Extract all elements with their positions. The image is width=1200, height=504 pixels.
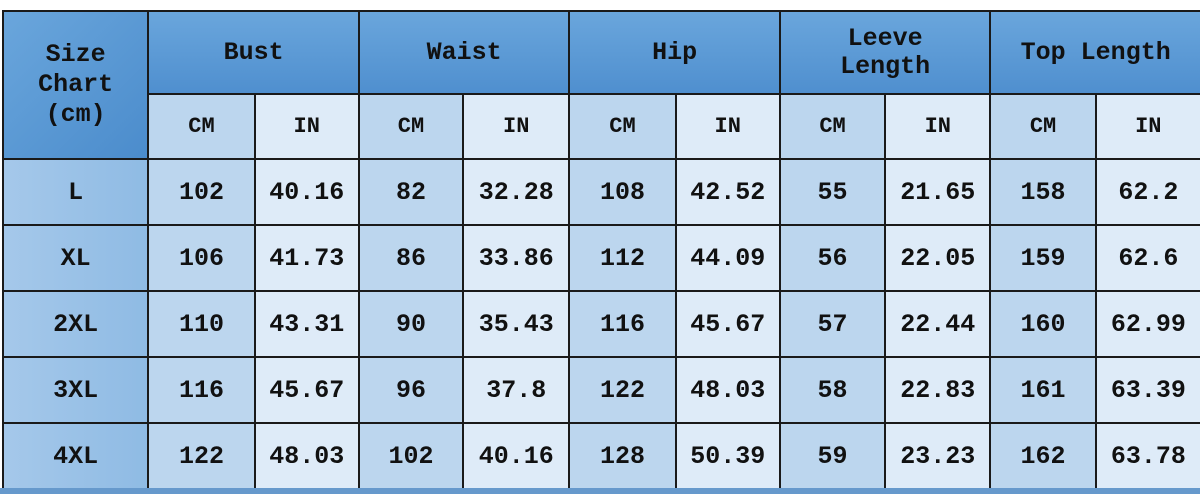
value-cell: 62.99 xyxy=(1094,290,1200,358)
size-cell: L xyxy=(1,158,150,226)
group-header-hip: Hip xyxy=(568,10,781,95)
value-cell: 50.39 xyxy=(674,422,781,490)
value-cell: 102 xyxy=(147,158,256,226)
value-cell: 56 xyxy=(778,224,887,292)
group-header-top-length: Top Length xyxy=(989,10,1200,95)
unit-header-row: CM IN CM IN CM IN CM IN CM IN xyxy=(3,93,1200,160)
value-cell: 40.16 xyxy=(462,422,571,490)
size-chart-table: Size Chart (cm) Bust Waist Hip Leeve Len… xyxy=(1,10,1200,490)
group-header-bust: Bust xyxy=(147,10,360,95)
value-cell: 161 xyxy=(989,356,1097,424)
table-row: XL 106 41.73 86 33.86 112 44.09 56 22.05 159 62.6 xyxy=(1,224,1200,292)
value-cell: 96 xyxy=(357,356,465,424)
value-cell: 22.83 xyxy=(884,356,992,424)
value-cell: 110 xyxy=(147,290,256,358)
value-cell: 23.23 xyxy=(884,422,992,490)
value-cell: 45.67 xyxy=(674,290,781,358)
unit-header-cm: CM xyxy=(568,93,677,160)
value-cell: 42.52 xyxy=(674,158,781,226)
unit-header-in: IN xyxy=(884,93,992,160)
value-cell: 122 xyxy=(568,356,677,424)
value-cell: 55 xyxy=(778,158,887,226)
value-cell: 58 xyxy=(778,356,887,424)
value-cell: 82 xyxy=(357,158,465,226)
value-cell: 40.16 xyxy=(253,158,360,226)
value-cell: 57 xyxy=(778,290,887,358)
value-cell: 128 xyxy=(568,422,677,490)
value-cell: 48.03 xyxy=(674,356,781,424)
unit-header-cm: CM xyxy=(778,93,887,160)
size-chart-corner-label: Size Chart (cm) xyxy=(1,10,150,160)
group-header-sleeve-length: Leeve Length xyxy=(778,10,992,95)
value-cell: 62.6 xyxy=(1094,224,1200,292)
value-cell: 116 xyxy=(147,356,256,424)
table-row: 4XL 122 48.03 102 40.16 128 50.39 59 23.23 162 63.… xyxy=(1,422,1200,490)
value-cell: 122 xyxy=(147,422,256,490)
value-cell: 44.09 xyxy=(674,224,781,292)
corner-line: (cm) xyxy=(45,100,106,129)
unit-header-cm: CM xyxy=(147,93,256,160)
table-body: L 102 40.16 82 32.28 108 42.52 55 21.65 158 62.2 XL… xyxy=(1,158,1200,490)
value-cell: 37.8 xyxy=(462,356,571,424)
value-cell: 48.03 xyxy=(253,422,360,490)
unit-header-in: IN xyxy=(253,93,360,160)
corner-line: Size xyxy=(45,40,106,69)
value-cell: 41.73 xyxy=(253,224,360,292)
value-cell: 33.86 xyxy=(462,224,571,292)
value-cell: 102 xyxy=(357,422,465,490)
value-cell: 106 xyxy=(147,224,256,292)
value-cell: 116 xyxy=(568,290,677,358)
table-row: 2XL 110 43.31 90 35.43 116 45.67 57 22.44 160 62.9… xyxy=(1,290,1200,358)
value-cell: 45.67 xyxy=(253,356,360,424)
unit-header-in: IN xyxy=(674,93,781,160)
value-cell: 32.28 xyxy=(462,158,571,226)
value-cell: 21.65 xyxy=(884,158,992,226)
value-cell: 35.43 xyxy=(462,290,571,358)
bottom-bar xyxy=(0,488,1200,494)
value-cell: 108 xyxy=(568,158,677,226)
group-header-row: Size Chart (cm) Bust Waist Hip Leeve Len… xyxy=(1,10,1200,160)
value-cell: 62.2 xyxy=(1094,158,1200,226)
value-cell: 43.31 xyxy=(253,290,360,358)
value-cell: 158 xyxy=(989,158,1097,226)
size-cell: 2XL xyxy=(1,290,150,358)
value-cell: 90 xyxy=(357,290,465,358)
unit-header-cm: CM xyxy=(989,93,1097,160)
value-cell: 22.44 xyxy=(884,290,992,358)
value-cell: 63.78 xyxy=(1094,422,1200,490)
value-cell: 22.05 xyxy=(884,224,992,292)
value-cell: 160 xyxy=(989,290,1097,358)
size-cell: 4XL xyxy=(1,422,150,490)
value-cell: 63.39 xyxy=(1094,356,1200,424)
table-row: 3XL 116 45.67 96 37.8 122 48.03 58 22.83 161 63.39 xyxy=(1,356,1200,424)
unit-header-in: IN xyxy=(1094,93,1200,160)
value-cell: 112 xyxy=(568,224,677,292)
size-cell: XL xyxy=(1,224,150,292)
unit-header-in: IN xyxy=(462,93,571,160)
table-row: L 102 40.16 82 32.28 108 42.52 55 21.65 158 62.2 xyxy=(1,158,1200,226)
size-cell: 3XL xyxy=(1,356,150,424)
value-cell: 86 xyxy=(357,224,465,292)
group-header-text: Leeve Length xyxy=(840,23,931,81)
corner-line: Chart xyxy=(38,70,114,99)
group-header-waist: Waist xyxy=(357,10,571,95)
value-cell: 162 xyxy=(989,422,1097,490)
unit-header-cm: CM xyxy=(357,93,465,160)
value-cell: 159 xyxy=(989,224,1097,292)
value-cell: 59 xyxy=(778,422,887,490)
